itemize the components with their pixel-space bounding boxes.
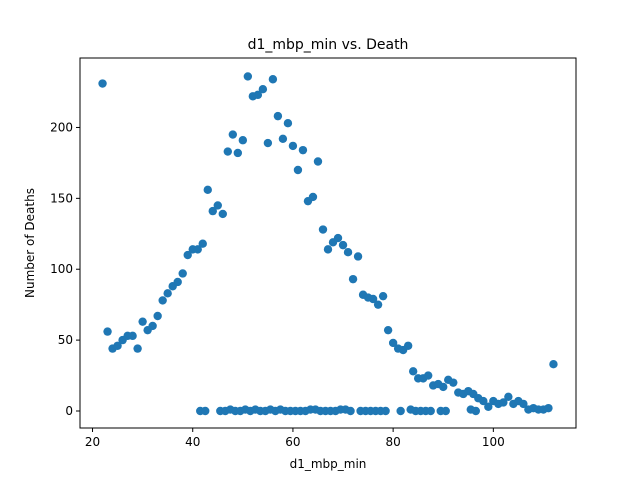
data-point (228, 130, 238, 139)
data-point (388, 338, 398, 348)
data-point (439, 382, 448, 392)
data-point (396, 406, 405, 416)
y-tick-label: 0 (65, 404, 73, 418)
y-tick-label: 100 (50, 262, 73, 276)
data-point (178, 269, 187, 278)
data-point (138, 317, 147, 326)
data-point (368, 294, 378, 304)
data-point (268, 75, 278, 84)
data-point (544, 403, 553, 413)
y-axis-label: Number of Deaths (23, 188, 37, 298)
data-point (243, 72, 253, 81)
data-point (233, 148, 243, 158)
data-point (549, 360, 558, 369)
data-point (308, 192, 318, 202)
data-point (288, 141, 298, 151)
data-point (479, 396, 488, 406)
x-tick-label: 100 (482, 435, 505, 449)
chart-title: d1_mbp_min vs. Death (248, 37, 409, 53)
data-point (173, 277, 182, 287)
plot-frame (79, 57, 577, 429)
data-point (148, 321, 157, 331)
data-point (278, 134, 288, 143)
x-axis-ticks: 20 40 60 80 100 (85, 428, 505, 449)
data-point (103, 327, 112, 336)
data-point (203, 185, 212, 195)
data-point (263, 138, 273, 148)
data-point (313, 157, 323, 166)
data-point (519, 399, 528, 409)
data-point (441, 406, 450, 416)
data-point (381, 406, 390, 416)
data-point (338, 240, 348, 250)
data-point (218, 209, 227, 219)
data-point (213, 201, 222, 210)
data-point (283, 119, 293, 128)
y-tick-label: 200 (50, 120, 73, 134)
data-point (408, 367, 418, 376)
data-point (133, 344, 142, 353)
data-point (343, 248, 353, 257)
y-tick-label: 50 (58, 333, 73, 347)
data-point (373, 300, 383, 309)
data-point (383, 325, 393, 335)
data-point (113, 341, 122, 350)
data-point (223, 147, 232, 156)
data-point (183, 250, 192, 260)
data-point (323, 245, 333, 254)
data-point (293, 165, 303, 175)
data-point (318, 225, 328, 234)
data-point (348, 274, 358, 284)
data-point (426, 406, 435, 416)
data-point (298, 145, 308, 155)
data-point (193, 245, 202, 254)
data-point (208, 206, 217, 216)
data-point (403, 341, 413, 350)
data-point (449, 378, 458, 387)
data-point (378, 291, 388, 301)
data-point (198, 239, 207, 248)
data-point (253, 90, 263, 100)
x-axis-label: d1_mbp_min (290, 457, 367, 471)
x-tick-label: 40 (185, 435, 200, 449)
data-point (238, 136, 248, 145)
data-points (98, 72, 558, 416)
data-point (98, 79, 107, 88)
data-point (153, 311, 162, 321)
data-point (353, 252, 363, 261)
x-tick-label: 60 (285, 435, 300, 449)
data-point (158, 296, 167, 305)
data-point (471, 406, 480, 416)
y-tick-label: 150 (50, 191, 73, 205)
data-point (333, 233, 343, 243)
data-point (484, 402, 493, 411)
data-point (258, 84, 268, 94)
data-point (273, 111, 283, 121)
data-point (424, 371, 433, 380)
data-point (346, 406, 355, 416)
data-point (499, 398, 508, 407)
x-tick-label: 80 (385, 435, 400, 449)
data-point (201, 406, 210, 416)
y-axis-ticks: 0 50 100 150 200 (50, 120, 80, 418)
data-point (128, 331, 137, 341)
x-tick-label: 20 (85, 435, 100, 449)
data-point (163, 289, 172, 298)
data-point (504, 392, 513, 402)
